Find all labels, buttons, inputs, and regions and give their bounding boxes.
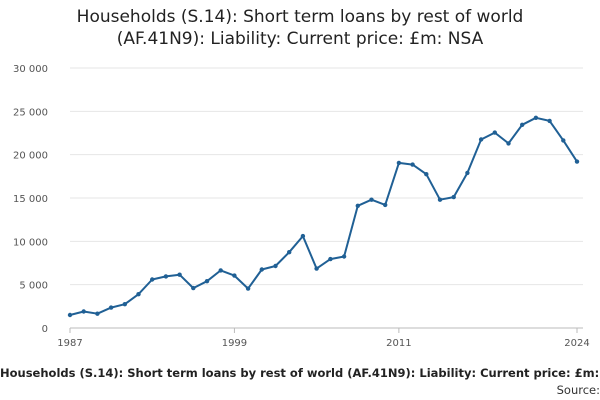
data-point [383,202,388,208]
footer-caption: Households (S.14): Short term loans by r… [0,366,600,380]
data-point [191,285,196,291]
data-point [300,233,306,239]
data-point [478,137,484,142]
data-point [424,172,429,177]
data-point [177,272,182,277]
data-point [547,118,552,124]
data-point [150,277,155,282]
data-point [67,312,73,318]
data-point [136,292,141,297]
data-point [163,274,169,279]
data-point [328,256,333,262]
chart-title-line-2: (AF.41N9): Liability: Current price: £m:… [116,29,484,49]
data-point [95,311,100,316]
data-point [437,197,443,202]
data-point [81,309,86,314]
data-point [533,115,539,121]
y-tick-label: 10 000 [13,237,48,248]
y-tick-label: 20 000 [13,151,48,162]
data-point [506,141,511,146]
data-point [451,194,456,200]
data-point [245,286,251,291]
data-point [259,267,264,272]
data-point [574,159,580,164]
y-tick-label: 30 000 [13,64,48,75]
data-point [108,305,114,310]
x-tick-label: 2024 [564,338,589,349]
data-point [355,203,360,208]
data-point [341,254,347,259]
chart-title-line-1: Households (S.14): Short term loans by r… [76,7,524,27]
data-point [561,138,566,143]
y-tick-label: 5 000 [19,281,48,292]
y-tick-label: 15 000 [13,194,48,205]
data-point [492,130,497,135]
data-point [396,160,402,166]
data-point [232,273,237,278]
data-point [369,197,374,202]
footer-source: Source: [556,383,600,397]
x-tick-label: 1987 [57,338,82,349]
x-tick-label: 1999 [222,338,247,349]
data-point [287,250,292,255]
chart-title: Households (S.14): Short term loans by r… [0,6,600,50]
data-point [204,279,210,284]
data-point [314,266,319,271]
data-point [122,302,128,307]
y-tick-label: 25 000 [13,107,48,118]
data-point [273,263,278,269]
data-point [465,170,470,176]
data-point [218,268,223,273]
series-line [69,116,578,316]
data-point [410,162,415,167]
data-point [520,122,525,128]
y-tick-label: 0 [42,324,48,335]
x-tick-label: 2011 [386,338,411,349]
